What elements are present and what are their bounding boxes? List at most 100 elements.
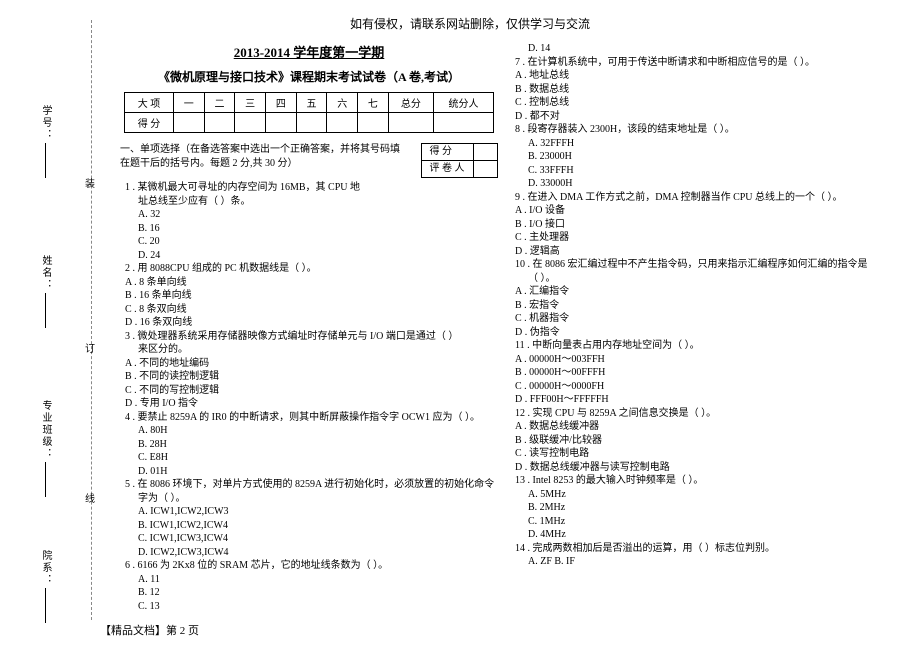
score-cell (235, 113, 266, 133)
exam-subtitle: 《微机原理与接口技术》课程期末考试试卷（A 卷,考试） (120, 68, 498, 85)
question-line: 7 . 在计算机系统中，可用于传送中断请求和中断相应信号的是（ ）。 (510, 56, 888, 70)
question-line: D . 专用 I/O 指令 (120, 397, 498, 411)
question-line: A . 8 条单向线 (120, 276, 498, 290)
question-line: 址总线至少应有（ ）条。 (120, 195, 498, 209)
question-line: D. 14 (510, 42, 888, 56)
question-line: D . 16 条双向线 (120, 316, 498, 330)
score-cell (204, 113, 235, 133)
score-cell (358, 113, 389, 133)
question-line: A . 汇编指令 (510, 285, 888, 299)
binding-char-2: 订 (85, 340, 95, 355)
question-line: C . 控制总线 (510, 96, 888, 110)
question-line: D . 伪指令 (510, 326, 888, 340)
question-line: D. ICW2,ICW3,ICW4 (120, 546, 498, 560)
underline (45, 588, 46, 623)
question-line: C. 33FFFH (510, 164, 888, 178)
mini-cell (473, 161, 498, 178)
question-line: 5 . 在 8086 环境下，对单片方式使用的 8259A 进行初始化时，必须放… (120, 478, 498, 492)
score-cell: 三 (235, 93, 266, 113)
question-line: 10 . 在 8086 宏汇编过程中不产生指令码，只用来指示汇编程序如何汇编的指… (510, 258, 888, 272)
question-line: 14 . 完成两数相加后是否溢出的运算，用（ ）标志位判别。 (510, 542, 888, 556)
question-line: C. 20 (120, 235, 498, 249)
underline (45, 293, 46, 328)
question-line: A . 不同的地址编码 (120, 357, 498, 371)
question-line: C . 读写控制电路 (510, 447, 888, 461)
question-line: 9 . 在进入 DMA 工作方式之前，DMA 控制器当作 CPU 总线上的一个（… (510, 191, 888, 205)
question-line: D. 4MHz (510, 528, 888, 542)
question-line: C. 13 (120, 600, 498, 614)
question-line: 来区分的。 (120, 343, 498, 357)
question-line: B . 级联缓冲/比较器 (510, 434, 888, 448)
question-line: C. ICW1,ICW3,ICW4 (120, 532, 498, 546)
left-questions: 1 . 某微机最大可寻址的内存空间为 16MB，其 CPU 地址总线至少应有（ … (120, 181, 498, 613)
question-line: A. 32 (120, 208, 498, 222)
label-name: 姓名： (38, 255, 53, 291)
question-line: B . I/O 接口 (510, 218, 888, 232)
left-column: 2013-2014 学年度第一学期 《微机原理与接口技术》课程期末考试试卷（A … (120, 42, 510, 613)
question-line: C. E8H (120, 451, 498, 465)
question-line: B. 28H (120, 438, 498, 452)
score-cell: 得 分 (125, 113, 174, 133)
score-cell: 统分人 (434, 93, 494, 113)
question-line: D. 24 (120, 249, 498, 263)
score-cell: 二 (204, 93, 235, 113)
underline (45, 143, 46, 178)
question-line: B . 数据总线 (510, 83, 888, 97)
page-content: 2013-2014 学年度第一学期 《微机原理与接口技术》课程期末考试试卷（A … (120, 42, 900, 613)
score-cell (173, 113, 204, 133)
question-line: B . 宏指令 (510, 299, 888, 313)
question-line: C . 不同的写控制逻辑 (120, 384, 498, 398)
right-column: D. 147 . 在计算机系统中，可用于传送中断请求和中断相应信号的是（ ）。A… (510, 42, 900, 613)
score-cell: 五 (296, 93, 327, 113)
score-cell (434, 113, 494, 133)
dash-line (91, 20, 92, 620)
question-line: D . 数据总线缓冲器与读写控制电路 (510, 461, 888, 475)
question-line: B. ICW1,ICW2,ICW4 (120, 519, 498, 533)
question-line: D . FFF00H～FFFFFH (510, 393, 888, 407)
score-cell: 四 (266, 93, 297, 113)
question-line: A. 80H (120, 424, 498, 438)
score-table: 大 项 一 二 三 四 五 六 七 总分 统分人 得 分 (124, 92, 494, 133)
score-cell (266, 113, 297, 133)
question-line: D . 逻辑高 (510, 245, 888, 259)
score-cell (296, 113, 327, 133)
question-line: A. 5MHz (510, 488, 888, 502)
score-value-row: 得 分 (125, 113, 494, 133)
question-line: B. 12 (120, 586, 498, 600)
score-cell: 大 项 (125, 93, 174, 113)
label-class: 专业班级： (38, 400, 53, 460)
question-line: A . 00000H～003FFH (510, 353, 888, 367)
score-cell: 七 (358, 93, 389, 113)
binding-area: 装 订 线 学号： 姓名： 专业班级： 院系： (23, 20, 118, 620)
question-line: 2 . 用 8088CPU 组成的 PC 机数据线是（ ）。 (120, 262, 498, 276)
question-line: B . 不同的读控制逻辑 (120, 370, 498, 384)
exam-year-title: 2013-2014 学年度第一学期 (120, 42, 498, 61)
question-line: A. ZF B. IF (510, 555, 888, 569)
grader-table: 得 分 评 卷 人 (421, 143, 499, 178)
binding-char-3: 线 (85, 490, 95, 505)
question-line: 13 . Intel 8253 的最大输入时钟频率是（ ）。 (510, 474, 888, 488)
question-line: C . 主处理器 (510, 231, 888, 245)
question-line: 3 . 微处理器系统采用存储器映像方式编址时存储单元与 I/O 端口是通过（ ） (120, 330, 498, 344)
question-line: A. 32FFFH (510, 137, 888, 151)
question-line: A. 11 (120, 573, 498, 587)
page-footer: 【精品文档】第 2 页 (100, 622, 199, 638)
question-line: D. 33000H (510, 177, 888, 191)
score-cell (388, 113, 433, 133)
score-cell: 总分 (388, 93, 433, 113)
question-line: （ ）。 (510, 272, 888, 286)
section-1-header: 得 分 评 卷 人 一、单项选择（在备选答案中选出一个正确答案，并将其号码填 在… (120, 143, 498, 178)
right-questions: D. 147 . 在计算机系统中，可用于传送中断请求和中断相应信号的是（ ）。A… (510, 42, 888, 569)
question-line: A . 地址总线 (510, 69, 888, 83)
question-line: 4 . 要禁止 8259A 的 IR0 的中断请求，则其中断屏蔽操作指令字 OC… (120, 411, 498, 425)
question-line: 6 . 6166 为 2Kx8 位的 SRAM 芯片，它的地址线条数为（ ）。 (120, 559, 498, 573)
mini-cell (473, 144, 498, 161)
score-header-row: 大 项 一 二 三 四 五 六 七 总分 统分人 (125, 93, 494, 113)
question-line: 11 . 中断向量表占用内存地址空间为（ ）。 (510, 339, 888, 353)
question-line: C . 机器指令 (510, 312, 888, 326)
copyright-notice: 如有侵权，请联系网站删除，仅供学习与交流 (350, 15, 590, 32)
question-line: D. 01H (120, 465, 498, 479)
question-line: C. 1MHz (510, 515, 888, 529)
label-student-id: 学号： (38, 105, 53, 141)
question-line: B. 23000H (510, 150, 888, 164)
